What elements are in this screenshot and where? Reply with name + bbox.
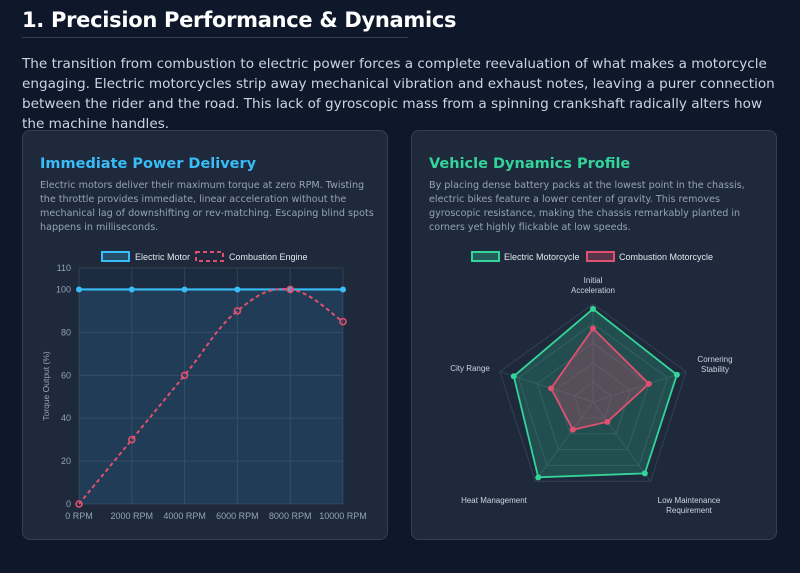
legend-swatch-combustion-engine [195, 251, 224, 262]
dynamics-profile-card: Vehicle Dynamics Profile By placing dens… [411, 130, 777, 540]
y-axis-label: Torque Output (%) [41, 351, 51, 421]
combustion-motorcycle-point [604, 418, 611, 425]
combustion-engine-line [78, 288, 344, 505]
radar-axis-label: Cornering Stability [697, 355, 732, 374]
power-delivery-card: Immediate Power Delivery Electric motors… [22, 130, 388, 540]
y-tick-label: 40 [61, 413, 71, 423]
plot-area [79, 268, 343, 504]
radar-axis-label-line: Heat Management [461, 496, 528, 505]
radar-grid-ring [555, 362, 631, 435]
power-delivery-title: Immediate Power Delivery [40, 156, 257, 172]
radar-axis-label: Heat Management [461, 496, 528, 505]
legend-swatch-electric-motor [101, 251, 130, 262]
combustion-engine-point [75, 500, 83, 508]
electric-motor-point [128, 286, 135, 293]
dynamics-profile-title: Vehicle Dynamics Profile [429, 156, 631, 172]
y-tick-label: 110 [57, 263, 71, 273]
electric-motorcycle-point [673, 371, 680, 378]
radar-axis-label-line: Requirement [666, 506, 713, 515]
y-tick-label: 60 [61, 370, 71, 380]
combustion-motorcycle-point [590, 325, 596, 332]
intro-paragraph: The transition from combustion to electr… [22, 56, 775, 132]
combustion-engine-point [128, 435, 136, 444]
combustion-engine-point [180, 371, 189, 380]
power-delivery-description: Electric motors deliver their maximum to… [40, 180, 374, 233]
legend-swatch-combustion-motorcycle [586, 251, 615, 262]
dynamics-radar-chart: Initial Acceleration Cornering Stability Low… [450, 251, 733, 515]
legend-label-combustion-motorcycle: Combustion Motorcycle [619, 252, 713, 262]
electric-motor-point [76, 286, 82, 293]
radar-axis-label-line: Acceleration [571, 286, 615, 295]
legend-label-electric-motorcycle: Electric Motorcycle [504, 252, 580, 262]
combustion-engine-point [339, 317, 347, 326]
combustion-motorcycle-area [550, 327, 651, 431]
combustion-motorcycle-point [645, 380, 652, 387]
radar-axis-label: City Range [450, 364, 490, 373]
y-tick-label: 0 [66, 499, 71, 509]
radar-grid-ring [573, 381, 613, 419]
radar-axis-label-line: Initial [584, 276, 603, 285]
radar-axis-label: Low Maintenance Requirement [658, 496, 721, 515]
radar-grid-ring [499, 303, 687, 482]
electric-motorcycle-point [590, 305, 596, 312]
electric-motor-point [340, 286, 346, 293]
radar-axis-label: Initial Acceleration [571, 276, 615, 295]
electric-motorcycle-point [510, 373, 517, 380]
y-tick-label: 100 [56, 284, 71, 294]
combustion-engine-point [286, 285, 295, 294]
x-tick-label: 2000 RPM [111, 511, 154, 521]
torque-line-chart: 0 20 40 60 80 100 110 0 RPM 2000 RPM 4000 RPM 6000… [41, 251, 367, 521]
x-tick-label: 0 RPM [65, 511, 93, 521]
radar-axis-label-line: Low Maintenance [658, 496, 721, 505]
radar-grid-ring [517, 322, 669, 466]
electric-motor-area [79, 289, 343, 504]
electric-motorcycle-point [641, 470, 648, 477]
dynamics-profile-description: By placing dense battery packs at the lo… [429, 180, 745, 233]
radar-axis-label-line: City Range [450, 364, 490, 373]
title-underline [22, 37, 408, 38]
radar-axis-label-line: Cornering [697, 355, 732, 364]
y-tick-label: 80 [61, 327, 71, 337]
electric-motor-point [181, 286, 188, 293]
x-tick-label: 10000 RPM [319, 511, 367, 521]
radar-spoke [534, 401, 594, 482]
combustion-engine-point [233, 307, 242, 315]
x-tick-label: 6000 RPM [216, 511, 259, 521]
y-tick-label: 20 [61, 456, 71, 466]
x-tick-label: 4000 RPM [163, 511, 206, 521]
electric-motor-point [234, 286, 241, 293]
x-tick-label: 8000 RPM [269, 511, 312, 521]
legend-swatch-electric-motorcycle [471, 251, 500, 262]
radar-axis-label-line: Stability [701, 365, 729, 374]
radar-spoke [592, 401, 652, 482]
combustion-motorcycle-point [569, 426, 576, 433]
legend-label-electric-motor: Electric Motor [135, 252, 190, 262]
radar-grid-ring [536, 342, 650, 451]
electric-motorcycle-point [535, 474, 542, 481]
legend-label-combustion-engine: Combustion Engine [229, 252, 308, 262]
radar-spoke [592, 371, 687, 403]
combustion-motorcycle-point [548, 385, 555, 392]
electric-motorcycle-area [512, 307, 678, 479]
section-title: 1. Precision Performance & Dynamics [22, 8, 457, 32]
